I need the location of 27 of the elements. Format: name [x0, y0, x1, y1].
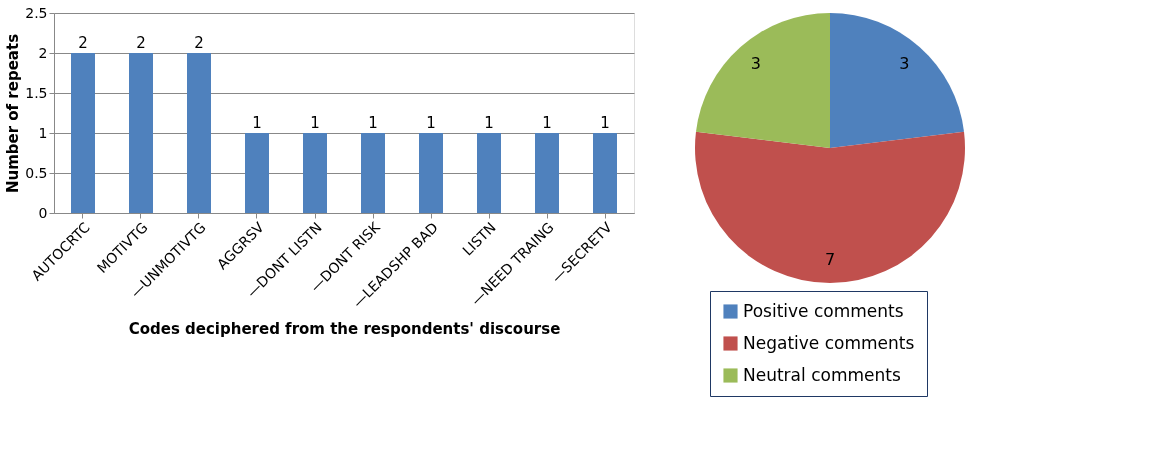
- legend-label: Neutral comments: [743, 364, 901, 385]
- y-tick-label: 0.5: [25, 164, 48, 181]
- data-label: 1: [310, 114, 320, 132]
- y-axis-title: Number of repeats: [4, 33, 23, 194]
- data-label: 3: [750, 54, 761, 74]
- data-label: 1: [600, 114, 610, 132]
- data-label: 7: [824, 250, 836, 269]
- pie-slice: [695, 13, 830, 148]
- data-label: 1: [252, 114, 262, 132]
- y-tick-label: 2: [38, 44, 48, 61]
- data-label: 1: [542, 114, 552, 132]
- x-axis-title: Codes deciphered from the respondents' discourse: [128, 320, 561, 339]
- y-tick-label: 0: [38, 204, 48, 221]
- data-label: 3: [899, 54, 910, 74]
- y-tick-label: 1: [38, 124, 48, 141]
- data-label: 1: [426, 114, 436, 132]
- y-tick-label: 2.5: [25, 4, 48, 21]
- data-label: 2: [78, 34, 88, 52]
- pie-slice: [695, 131, 965, 283]
- data-label: 2: [136, 34, 146, 52]
- pie-slice: [830, 13, 965, 148]
- data-label: 1: [484, 114, 494, 132]
- y-tick-label: 1.5: [25, 84, 48, 101]
- legend-label: Negative comments: [743, 332, 915, 353]
- data-label: 2: [194, 34, 204, 52]
- legend-label: Positive comments: [743, 300, 904, 321]
- data-label: 1: [368, 114, 378, 132]
